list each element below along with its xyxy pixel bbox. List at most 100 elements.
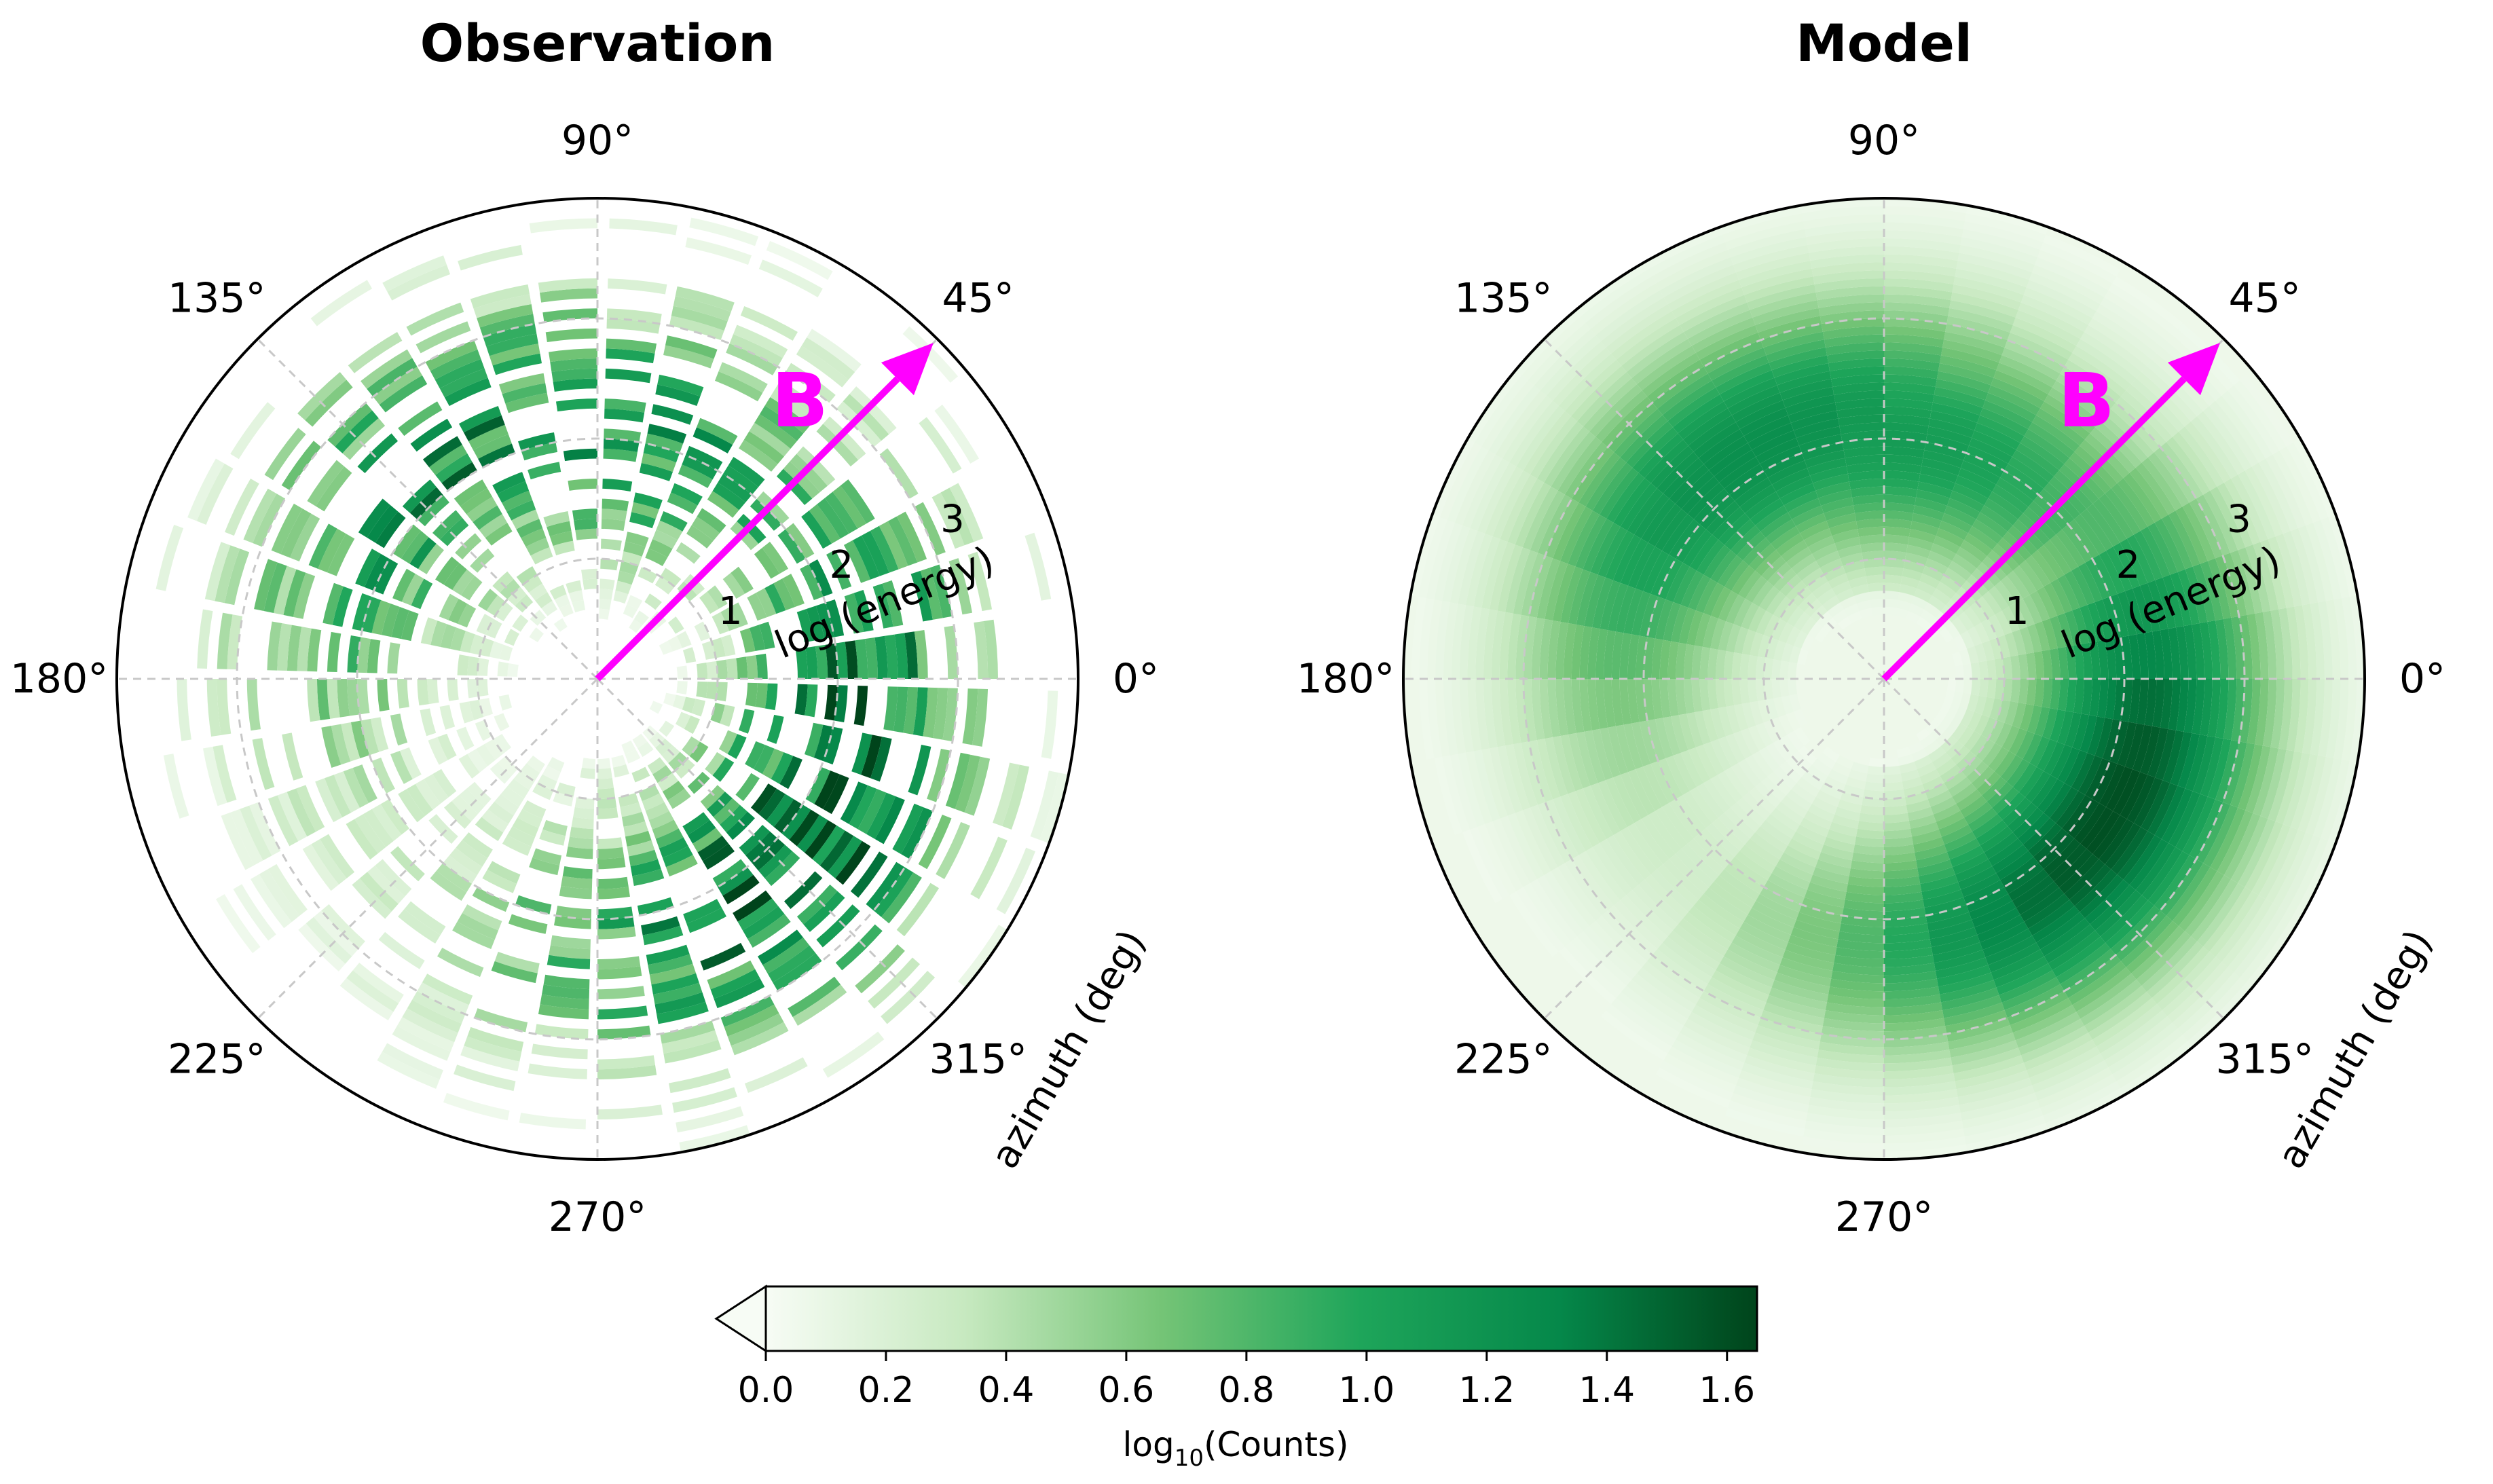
heatmap-cell (1963, 880, 2004, 905)
angle-tick-labels: 0°45°90°135°180°225°270°315° (1297, 117, 2445, 1241)
heatmap-cell (2160, 859, 2204, 916)
heatmap-cell (397, 1017, 455, 1052)
heatmap-cell (1826, 513, 1857, 529)
heatmap-cell (1884, 238, 1961, 253)
heatmap-cell (1870, 599, 1884, 608)
heatmap-cell (290, 513, 320, 562)
heatmap-cell (2310, 602, 2325, 679)
angle-tick-label: 270° (1835, 1193, 1934, 1241)
heatmap-cell (2034, 621, 2050, 652)
heatmap-cell (1552, 736, 1576, 794)
heatmap-cell (2102, 719, 2121, 762)
heatmap-cell (1673, 924, 1724, 963)
heatmap-cell (553, 792, 574, 806)
heatmap-cell (1537, 875, 1584, 937)
heatmap-cell (1807, 1105, 1884, 1119)
heatmap-cell (1804, 449, 1845, 468)
heatmap-cell (1741, 1062, 1813, 1090)
heatmap-cell (974, 620, 989, 679)
colorbar-tick-label: 0.0 (738, 1370, 794, 1411)
heatmap-cell (1608, 726, 1628, 775)
heatmap-cell (1811, 581, 1832, 599)
heatmap-cell (637, 897, 674, 916)
heatmap-cell (1584, 574, 1606, 628)
heatmap-cell (1970, 662, 1980, 679)
heatmap-cell (2016, 730, 2035, 759)
heatmap-cell (1836, 939, 1884, 952)
heatmap-cell (654, 576, 675, 595)
heatmap-cell (1798, 745, 1817, 765)
heatmap-cell (2006, 759, 2030, 787)
heatmap-cell (1521, 553, 1546, 616)
heatmap-cell (1426, 519, 1455, 600)
heatmap-cell (1739, 261, 1812, 288)
heatmap-cell (2112, 1028, 2183, 1081)
heatmap-cell (2065, 610, 2082, 646)
heatmap-cell (902, 326, 959, 383)
heatmap-cell (758, 259, 823, 297)
heatmap-cell (1771, 526, 1800, 551)
heatmap-cell (1817, 752, 1836, 769)
heatmap-cell (339, 978, 394, 1021)
heatmap-cell (2286, 838, 2329, 916)
heatmap-cell (1775, 801, 1804, 825)
heatmap-cell (498, 694, 513, 711)
heatmap-cell (1524, 616, 1537, 679)
heatmap-cell (1946, 703, 1959, 719)
heatmap-cell (823, 774, 849, 815)
heatmap-cell (2018, 560, 2044, 591)
heatmap-cell (1809, 1096, 1884, 1112)
heatmap-cell (1693, 422, 1740, 458)
heatmap-cell (1680, 570, 1704, 608)
heatmap-cell (700, 785, 725, 810)
heatmap-cell (2140, 726, 2160, 775)
heatmap-cell (1767, 873, 1807, 897)
heatmap-cell (1632, 427, 1678, 473)
heatmap-cell (512, 614, 529, 632)
heatmap-cell (2040, 918, 2090, 957)
heatmap-cell (2172, 967, 2234, 1029)
heatmap-cell (1604, 679, 1616, 728)
heatmap-cell (1748, 606, 1767, 633)
heatmap-cell (1579, 626, 1593, 679)
heatmap-cell (1911, 829, 1942, 845)
heatmap-cell (1933, 711, 1946, 726)
heatmap-cell (1608, 905, 1658, 955)
heatmap-cell (447, 679, 459, 701)
heatmap-cell (417, 982, 469, 1015)
heatmap-cell (816, 424, 859, 467)
heatmap-cell (1884, 1120, 1963, 1136)
heatmap-cell (1748, 679, 1758, 703)
heatmap-cell (1924, 740, 1941, 756)
heatmap-cell (1952, 783, 1977, 804)
heatmap-cell (1884, 789, 1905, 799)
heatmap-cell (1615, 724, 1636, 773)
heatmap-cell (1523, 411, 1571, 475)
heatmap-cell (1739, 654, 1750, 679)
heatmap-cell (1733, 599, 1752, 627)
heatmap-cell (1458, 531, 1485, 606)
heatmap-cell (629, 849, 658, 866)
heatmap-cell (1837, 616, 1852, 630)
heatmap-cell (2228, 903, 2280, 973)
heatmap-cell (1952, 852, 1989, 875)
heatmap-cell (1760, 512, 1792, 538)
heatmap-cell (1642, 961, 1700, 1005)
heatmap-cell (259, 869, 300, 923)
heatmap-cell (469, 699, 484, 720)
heatmap-cell (458, 244, 523, 271)
heatmap-cell (713, 798, 740, 825)
heatmap-cell (430, 620, 447, 647)
heatmap-cell (1939, 715, 1954, 730)
heatmap-cell (378, 931, 425, 969)
heatmap-cell (773, 953, 822, 991)
heatmap-cell (1687, 310, 1753, 346)
heatmap-cell (1536, 558, 1561, 619)
heatmap-cell (1663, 265, 1737, 305)
heatmap-cell (672, 694, 686, 710)
heatmap-cell (1884, 358, 1940, 371)
heatmap-cell (1858, 526, 1884, 537)
heatmap-cell (545, 328, 597, 343)
heatmap-cell (2052, 380, 2106, 422)
heatmap-cell (824, 491, 858, 534)
